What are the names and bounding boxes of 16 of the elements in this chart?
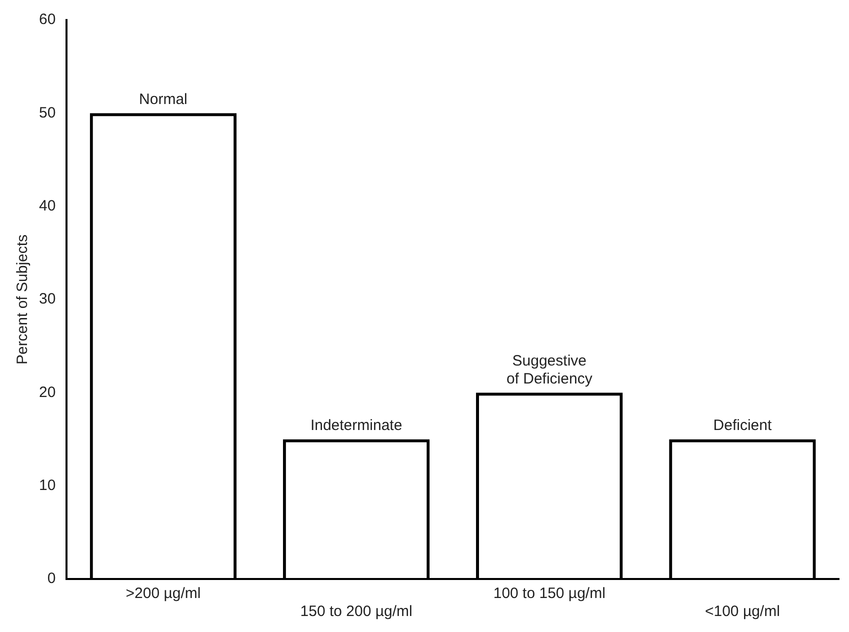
annotation: Normal	[139, 90, 188, 108]
annotation: Indeterminate	[310, 416, 402, 434]
x-tick-label: 150 to 200 µg/ml	[300, 603, 412, 620]
y-axis-title: Percent of Subjects	[14, 234, 32, 365]
y-tick-label: 20	[38, 384, 56, 401]
x-tick-label: >200 µg/ml	[126, 585, 201, 602]
y-tick-label: 0	[47, 570, 56, 588]
x-tick-label: 100 to 150 µg/ml	[493, 585, 606, 602]
y-tick-label: 40	[38, 197, 56, 214]
y-tick-label: 50	[38, 104, 56, 122]
y-tick-label: 60	[38, 11, 56, 28]
x-tick-label: <100 µg/ml	[704, 603, 780, 620]
y-tick-label: 30	[38, 290, 56, 308]
annotation: Suggestive of Deficiency	[506, 352, 593, 388]
y-tick-label: 10	[38, 476, 56, 494]
annotation: Deficient	[713, 416, 772, 434]
